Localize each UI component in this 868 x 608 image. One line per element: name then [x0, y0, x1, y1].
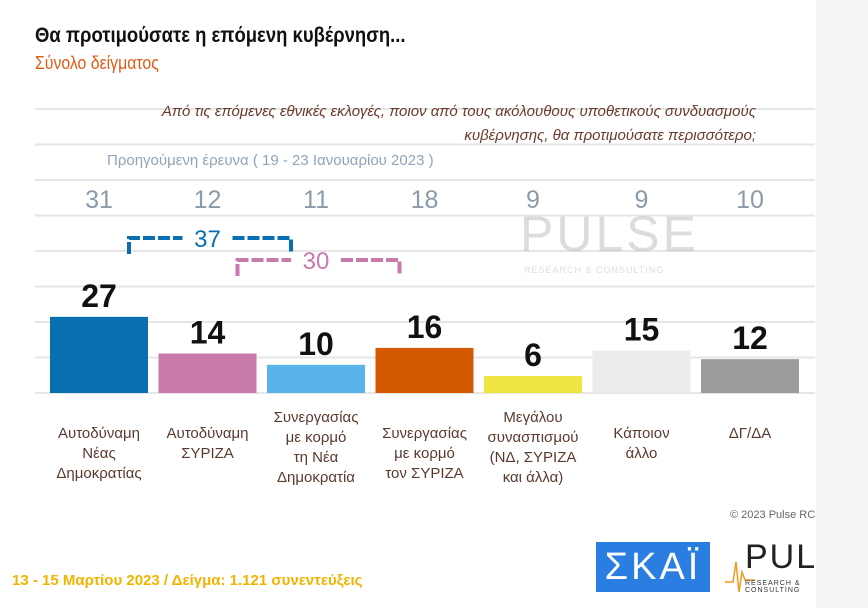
bar [50, 316, 148, 393]
category-label: Συνεργασίας [274, 409, 359, 426]
grouping-bracket [127, 236, 293, 254]
previous-survey-label: Προηγούμενη έρευνα ( 19 - 23 Ιανουαρίου … [107, 152, 434, 169]
category-label: τον ΣΥΡΙΖΑ [385, 465, 463, 482]
category-label: Συνεργασίας [382, 425, 467, 442]
data-label: 27 [81, 278, 117, 314]
category-label: ΣΥΡΙΖΑ [181, 445, 234, 462]
chart-subtitle: Σύνολο δείγματος [35, 53, 159, 73]
bar [701, 359, 799, 393]
previous-value: 12 [194, 186, 222, 214]
previous-value: 10 [736, 186, 764, 214]
category-label: Μεγάλου [503, 409, 562, 426]
data-label: 12 [732, 320, 768, 356]
grouping-bracket [235, 258, 402, 276]
category-label: με κορμό [286, 429, 347, 446]
survey-question: Από τις επόμενες εθνικές εκλογές, ποιον … [161, 103, 756, 144]
category-label: Δημοκρατία [277, 469, 355, 486]
category-label: άλλο [626, 445, 658, 462]
bar [158, 353, 257, 393]
data-label: 16 [407, 309, 443, 345]
bar [375, 347, 474, 393]
category-label: (ΝΔ, ΣΥΡΙΖΑ [490, 449, 577, 466]
pulse-logo: PULSE RESEARCH & CONSULTING [725, 538, 816, 594]
previous-value: 18 [411, 186, 439, 214]
grouping-total: 30 [303, 248, 330, 275]
category-label: Δημοκρατίας [56, 465, 141, 482]
chart-title: Θα προτιμούσατε η επόμενη κυβέρνηση... [35, 24, 406, 47]
previous-value: 9 [635, 186, 649, 214]
category-label: Νέας [82, 445, 115, 462]
bar [484, 376, 582, 393]
previous-value: 11 [303, 186, 329, 214]
category-label: με κορμό [394, 445, 455, 462]
category-label: τη Νέα [294, 449, 339, 466]
category-label: Κάποιον [613, 425, 669, 442]
data-label: 6 [524, 337, 542, 373]
category-label: και άλλα) [503, 469, 564, 486]
copyright: © 2023 Pulse RC [730, 509, 816, 521]
previous-value: 9 [526, 186, 540, 214]
category-label: Αυτοδύναμη [167, 425, 249, 442]
bar [592, 350, 691, 393]
data-label: 10 [298, 326, 334, 362]
category-label: Αυτοδύναμη [58, 425, 140, 442]
bar [267, 364, 365, 393]
category-label: συνασπισμού [487, 429, 578, 446]
category-label: ΔΓ/ΔΑ [729, 425, 771, 442]
previous-value: 31 [85, 186, 113, 214]
grouping-total: 37 [194, 226, 221, 253]
data-label: 14 [190, 315, 226, 351]
skai-logo: ΣΚΑΪ [596, 542, 710, 592]
data-label: 15 [624, 312, 660, 348]
bar-chart: 27 31 Αυτοδύναμη Νέας Δημοκρατίας 14 12 Αυτοδύν… [35, 108, 815, 486]
survey-date-sample: 13 - 15 Μαρτίου 2023 / Δείγμα: 1.121 συν… [12, 572, 363, 589]
